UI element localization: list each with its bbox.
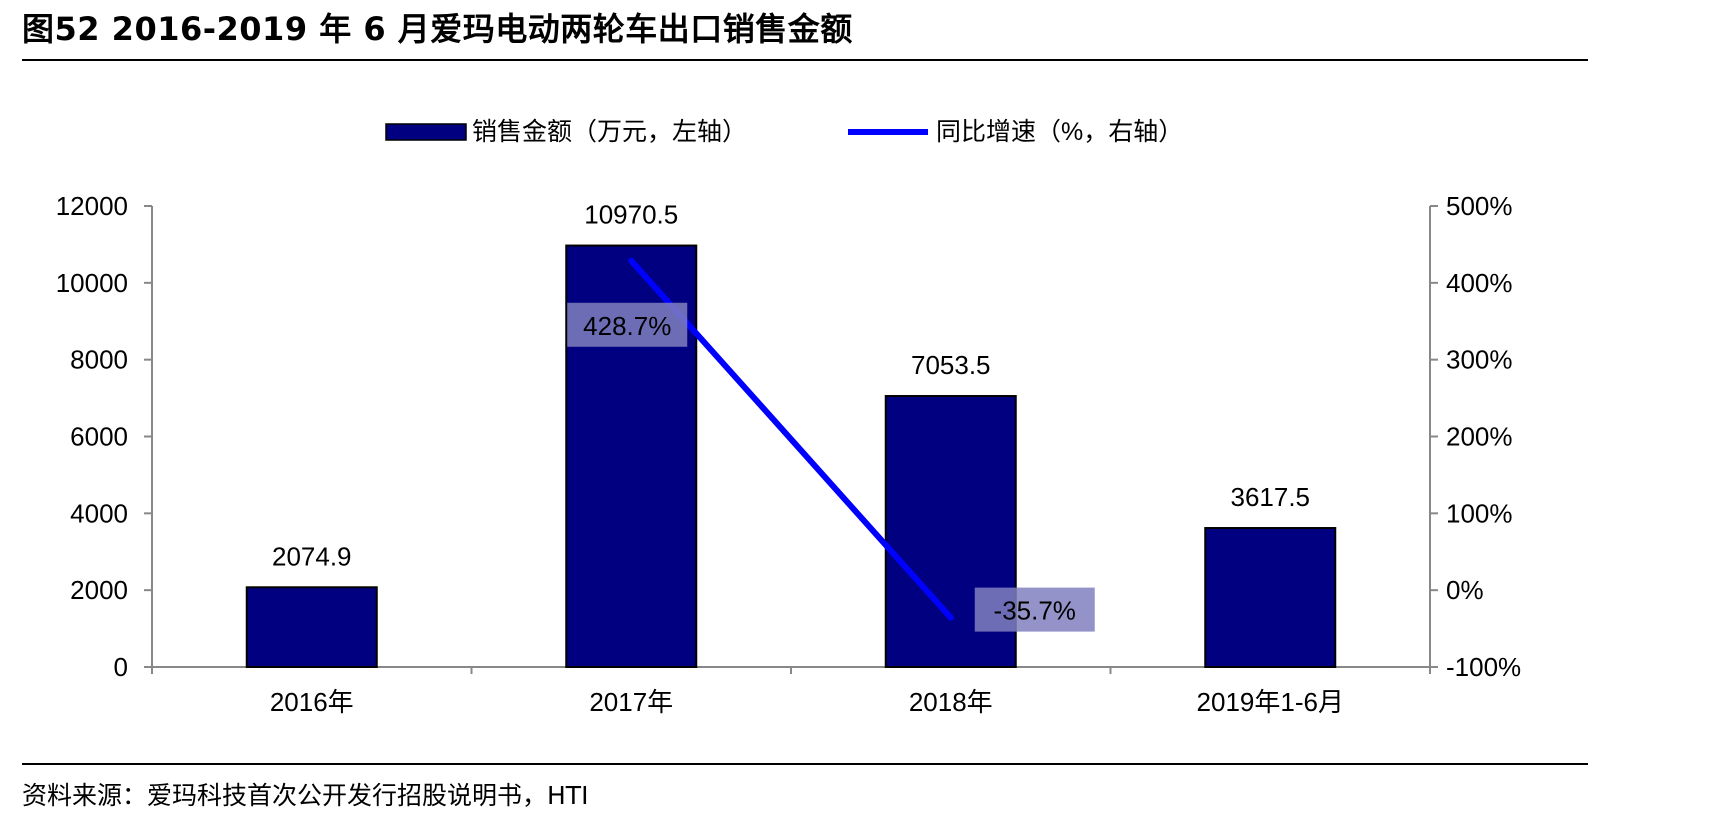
- axes: 0 2000 4000 6000 8000 10000 12000 -100% 0% 100% 20…: [56, 191, 1521, 717]
- source-note: 资料来源：爱玛科技首次公开发行招股说明书，HTI: [22, 781, 589, 810]
- y-right-tick-label: 300%: [1446, 345, 1513, 375]
- bar: [1204, 527, 1337, 668]
- data-labels: 2074.9 10970.5 7053.5 3617.5 428.7% -35.7%: [272, 200, 1310, 632]
- y-left-tick-label: 0: [114, 652, 128, 682]
- growth-label-bg: [567, 302, 688, 347]
- bars: [245, 244, 1337, 668]
- growth-value-label: 428.7%: [583, 311, 671, 341]
- top-rule: [22, 59, 1588, 61]
- x-tick-label: 2018年: [909, 687, 993, 717]
- legend-bar-label: 销售金额（万元，左轴）: [472, 118, 747, 146]
- y-right-tick-label: 0%: [1446, 575, 1484, 605]
- bar-value-label: 10970.5: [584, 200, 678, 230]
- chart: 销售金额（万元，左轴） 同比增速（%，右轴） 0 2000 4000 6000 8000…: [56, 118, 1521, 717]
- x-tick-label: 2019年1-6月: [1197, 687, 1344, 717]
- y-left-tick-label: 4000: [70, 498, 128, 528]
- y-left-tick-label: 2000: [70, 575, 128, 605]
- x-tick-label: 2016年: [270, 687, 354, 717]
- bar: [245, 586, 378, 668]
- bar-value-label: 2074.9: [272, 541, 352, 571]
- y-left-tick-label: 12000: [56, 191, 128, 221]
- bar-value-label: 3617.5: [1230, 482, 1310, 512]
- growth-point: [947, 614, 954, 621]
- legend-line-label: 同比增速（%，右轴）: [936, 118, 1183, 146]
- y-right-tick-label: 400%: [1446, 268, 1513, 298]
- y-right-tick-label: -100%: [1446, 652, 1521, 682]
- bottom-rule: [22, 763, 1588, 765]
- y-right-tick-label: 500%: [1446, 191, 1513, 221]
- x-tick-label: 2017年: [589, 687, 673, 717]
- figure-title: 图52 2016-2019 年 6 月爱玛电动两轮车出口销售金额: [22, 10, 853, 48]
- y-left-tick-label: 10000: [56, 268, 128, 298]
- legend: 销售金额（万元，左轴） 同比增速（%，右轴）: [385, 118, 1183, 146]
- growth-label-bg: [974, 587, 1095, 632]
- bar-value-label: 7053.5: [911, 350, 991, 380]
- y-left-tick-label: 6000: [70, 422, 128, 452]
- growth-point: [628, 257, 635, 264]
- y-right-tick-label: 100%: [1446, 498, 1513, 528]
- growth-value-label: -35.7%: [994, 596, 1076, 626]
- y-right-tick-label: 200%: [1446, 422, 1513, 452]
- y-left-tick-label: 8000: [70, 345, 128, 375]
- legend-bar-swatch: [385, 123, 467, 141]
